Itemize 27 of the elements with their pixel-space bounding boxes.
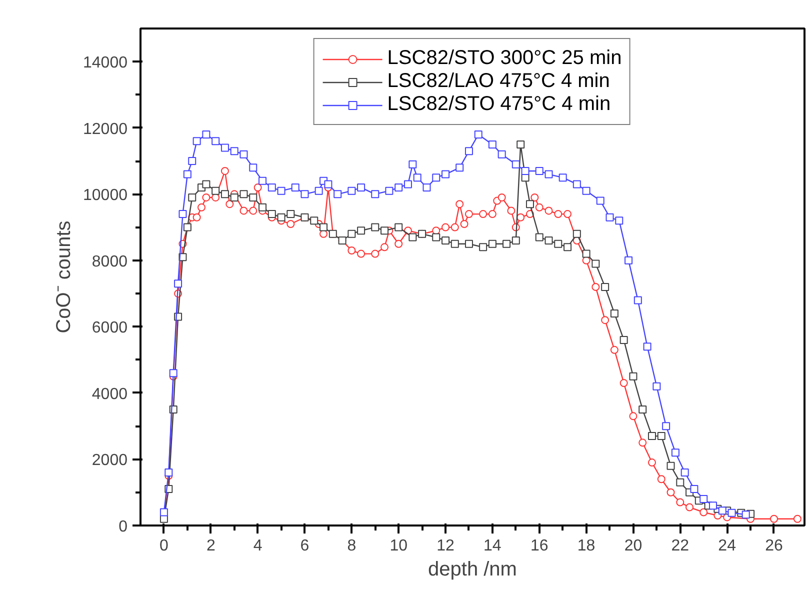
x-tick-label: 16 — [530, 538, 548, 554]
x-tick-label: 18 — [577, 538, 596, 554]
y-tick-label: 8000 — [92, 253, 128, 270]
y-tick-label: 14000 — [83, 54, 128, 72]
x-tick-label: 0 — [160, 538, 169, 554]
y-tick-label: 6000 — [92, 320, 128, 337]
legend-label: LSC82/STO 475°C 4 min — [387, 93, 611, 116]
x-tick-label: 2 — [206, 538, 216, 554]
y-tick-label: 10000 — [83, 187, 128, 204]
y-tick-label: 12000 — [83, 120, 128, 138]
x-tick-label: 6 — [300, 538, 310, 554]
y-axis-title: CoO⁻ counts — [53, 220, 76, 334]
x-axis-title: depth /nm — [428, 558, 517, 580]
x-tick-label: 10 — [390, 538, 408, 554]
legend-label: LSC82/LAO 475°C 4 min — [387, 70, 610, 93]
y-tick-label: 2000 — [92, 452, 128, 470]
y-tick-label: 4000 — [92, 386, 128, 403]
x-tick-label: 22 — [671, 538, 690, 554]
y-tick-label: 0 — [118, 518, 128, 536]
x-tick-label: 20 — [624, 538, 642, 554]
x-tick-label: 24 — [718, 538, 736, 554]
x-tick-label: 4 — [253, 538, 262, 554]
x-tick-label: 12 — [436, 538, 455, 554]
legend-label: LSC82/STO 300°C 25 min — [387, 47, 622, 70]
x-tick-label: 14 — [484, 538, 502, 554]
x-tick-label: 8 — [347, 538, 356, 554]
x-tick-label: 26 — [765, 538, 783, 554]
